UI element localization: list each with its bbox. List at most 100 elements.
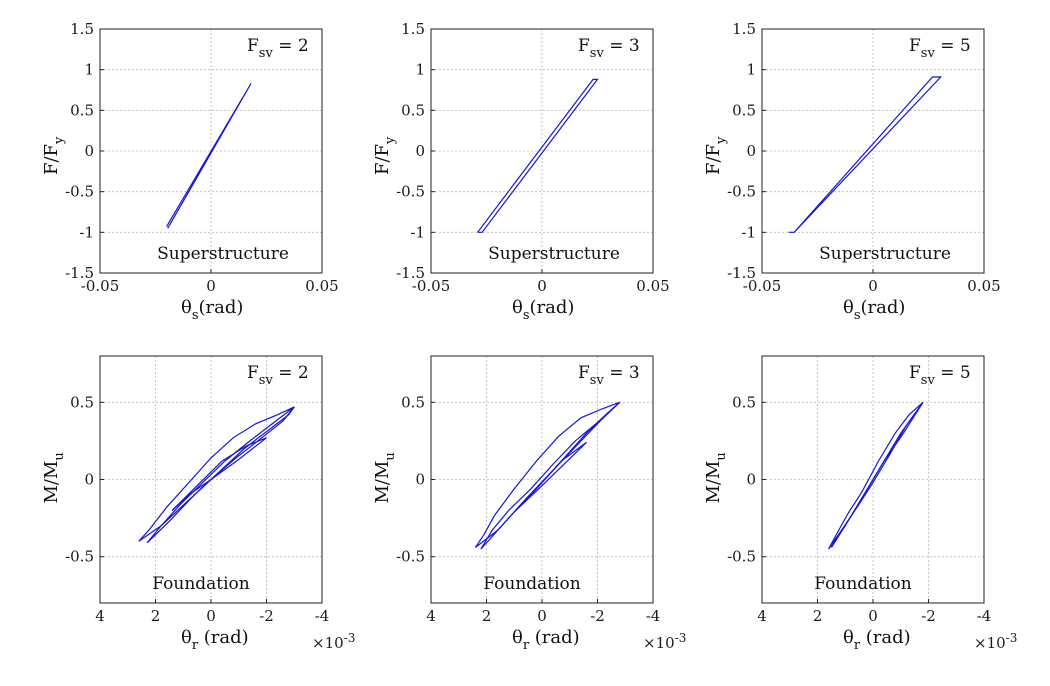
y-tick-label: 0.5: [70, 393, 94, 411]
x-tick-label: -0.05: [743, 277, 781, 295]
x-tick-label: 0: [537, 277, 547, 295]
y-tick-label: 0: [84, 142, 94, 160]
series-line-1: [166, 83, 252, 229]
series-line-6: [171, 437, 267, 511]
series-line-1: [475, 401, 621, 548]
y-axis-label: F/Fy: [41, 136, 67, 175]
y-tick-label: -1.5: [727, 264, 756, 282]
panel-annotation: Superstructure: [819, 244, 951, 264]
x-tick-label: 4: [95, 607, 105, 625]
y-tick-label: 0.5: [70, 101, 94, 119]
x-tick-label: 2: [813, 607, 823, 625]
x-tick-label: -4: [646, 607, 661, 625]
y-tick-label: 0: [415, 471, 425, 489]
panel-annotation: Foundation: [483, 574, 581, 594]
x-tick-label: 0: [206, 607, 216, 625]
x-tick-label: -2: [590, 607, 605, 625]
y-tick-label: -0.5: [65, 183, 94, 201]
x-tick-label: 4: [757, 607, 767, 625]
y-tick-label: -0.5: [396, 548, 425, 566]
series-line-3: [480, 401, 621, 550]
y-tick-label: -1.5: [65, 264, 94, 282]
chart-panel-5: 4 2 0 -2 -4 0.5 0 -0.5 M/Mu θr (rad) ×10-3 Fsv = 3 F…: [372, 355, 686, 653]
fsv-annotation: Fsv = 3: [578, 36, 640, 61]
series-line-5: [513, 441, 587, 513]
x-tick-label: 0: [868, 607, 878, 625]
y-tick-label: -1: [741, 223, 756, 241]
y-tick-label: -1: [410, 223, 425, 241]
x-exponent-label: ×10-3: [974, 631, 1017, 652]
x-tick-label: -2: [921, 607, 936, 625]
y-tick-label: 1.5: [732, 20, 756, 38]
fsv-annotation: Fsv = 2: [247, 363, 309, 388]
y-axis-label: M/Mu: [703, 452, 729, 503]
y-tick-label: 1: [746, 61, 756, 79]
y-tick-label: -1: [79, 223, 94, 241]
x-tick-label: -2: [259, 607, 274, 625]
y-axis-label: F/Fy: [703, 136, 729, 175]
series-line-2: [828, 401, 924, 550]
x-tick-label: 0: [206, 277, 216, 295]
y-tick-label: 0.5: [732, 393, 756, 411]
panel-annotation: Superstructure: [488, 244, 620, 264]
y-tick-label: 0.5: [401, 101, 425, 119]
x-axis-label: θs(rad): [843, 297, 905, 323]
x-tick-label: 2: [151, 607, 161, 625]
x-tick-label: 0.05: [636, 277, 669, 295]
x-axis-label: θs(rad): [512, 297, 574, 323]
y-tick-label: -0.5: [396, 183, 425, 201]
x-axis-label: θr (rad): [512, 627, 580, 653]
chart-panel-2: -0.05 0 0.05 1.5 1 0.5 0 -0.5 -1 -1.5 F/Fy θs(rad) F…: [372, 20, 670, 323]
x-axis-label: θr (rad): [843, 627, 911, 653]
series-line-4: [480, 401, 621, 550]
y-tick-label: 1.5: [401, 20, 425, 38]
y-tick-label: 0: [415, 142, 425, 160]
chart-panel-1: -0.05 0 0.05 1.5 1 0.5 0 -0.5 -1 -1.5 F/Fy θs(rad) F…: [41, 20, 339, 323]
y-tick-label: 0.5: [401, 393, 425, 411]
y-axis-label: M/Mu: [372, 452, 398, 503]
series-line-2: [138, 406, 295, 542]
chart-panel-6: 4 2 0 -2 -4 0.5 0 -0.5 M/Mu θr (rad) ×10-3 Fsv = 5 F…: [703, 355, 1017, 653]
x-tick-label: -4: [315, 607, 330, 625]
x-tick-label: -0.05: [81, 277, 119, 295]
x-exponent-label: ×10-3: [643, 631, 686, 652]
y-tick-label: 1: [415, 61, 425, 79]
chart-panel-3: -0.05 0 0.05 1.5 1 0.5 0 -0.5 -1 -1.5 F/Fy θs(rad) F…: [703, 20, 1001, 323]
x-exponent-label: ×10-3: [312, 631, 355, 652]
series-line-3: [146, 406, 295, 544]
panel-annotation: Superstructure: [157, 244, 289, 264]
x-tick-label: 2: [482, 607, 492, 625]
fsv-annotation: Fsv = 3: [578, 363, 640, 388]
series-line-4: [830, 401, 924, 548]
x-axis-label: θr (rad): [181, 627, 249, 653]
y-tick-label: -1.5: [396, 264, 425, 282]
y-tick-label: 0: [746, 142, 756, 160]
fsv-annotation: Fsv = 5: [909, 36, 971, 61]
panel-annotation: Foundation: [814, 574, 912, 594]
y-tick-label: 1: [84, 61, 94, 79]
chart-panel-4: 4 2 0 -2 -4 0.5 0 -0.5 M/Mu θr (rad) ×10-3 Fsv = 2 F…: [41, 355, 355, 653]
x-tick-label: 0.05: [967, 277, 1000, 295]
x-tick-label: 0.05: [305, 277, 338, 295]
y-tick-label: -0.5: [65, 548, 94, 566]
series-line-1: [477, 78, 599, 233]
fsv-annotation: Fsv = 2: [247, 36, 309, 61]
x-tick-label: -4: [977, 607, 992, 625]
y-axis-label: M/Mu: [41, 452, 67, 503]
y-axis-label: F/Fy: [372, 136, 398, 175]
y-tick-label: 0: [746, 471, 756, 489]
series-line-6: [513, 441, 587, 513]
panel-annotation: Foundation: [152, 574, 250, 594]
y-tick-label: 0: [84, 471, 94, 489]
series-line-4: [146, 406, 295, 544]
y-tick-label: 1.5: [70, 20, 94, 38]
x-tick-label: 0: [537, 607, 547, 625]
y-tick-label: -0.5: [727, 183, 756, 201]
x-axis-label: θs(rad): [181, 297, 243, 323]
y-tick-label: -0.5: [727, 548, 756, 566]
x-tick-label: 4: [426, 607, 436, 625]
x-tick-label: -0.05: [412, 277, 450, 295]
series-line-2: [474, 401, 620, 548]
x-tick-label: 0: [868, 277, 878, 295]
